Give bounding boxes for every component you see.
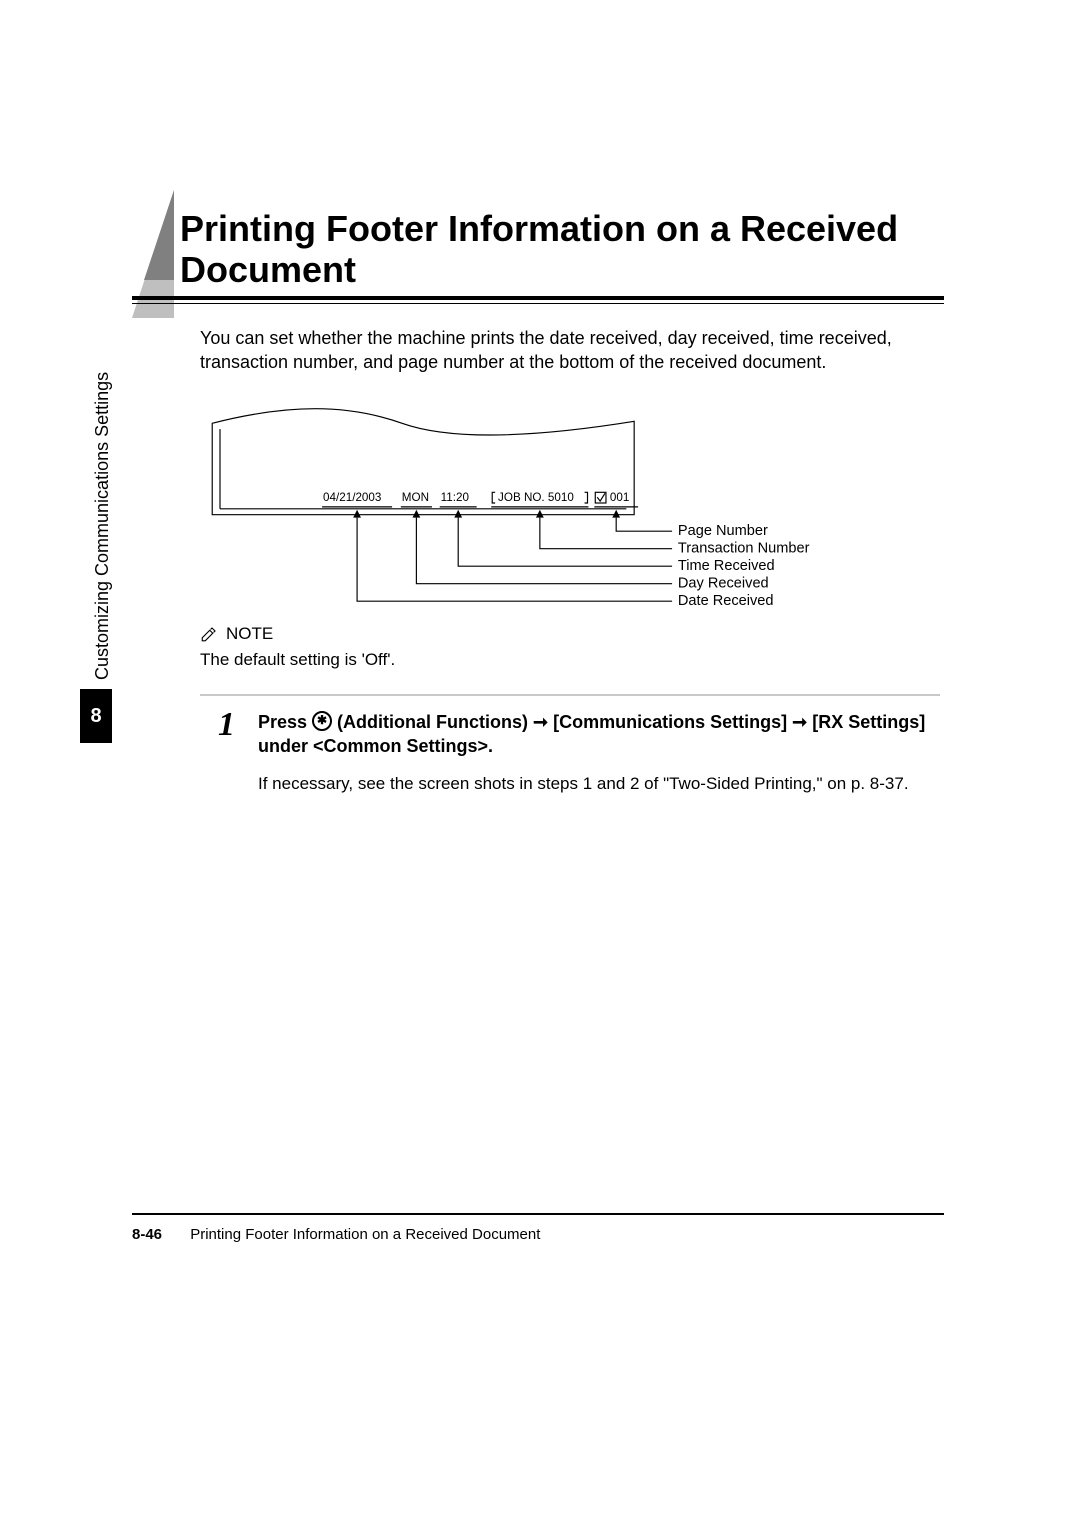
arrow-icon: ➞ [792,712,807,732]
svg-text:Time Received: Time Received [678,558,775,574]
svg-text:04/21/2003: 04/21/2003 [323,491,381,504]
running-title: Printing Footer Information on a Receive… [190,1226,540,1243]
note-body: The default setting is 'Off'. [200,650,940,670]
svg-text:Day Received: Day Received [678,576,769,592]
additional-functions-key-icon [312,711,332,731]
step-title-part: (Additional Functions) [332,712,533,732]
note-heading: NOTE [200,624,940,644]
heading-rule-thick [132,296,944,300]
footer-diagram: 04/21/2003 MON 11:20 JOB NO. 5010 001 Page Nu… [200,398,940,608]
manual-page: Printing Footer Information on a Receive… [0,0,1080,1528]
step-body: If necessary, see the screen shots in st… [258,773,940,796]
svg-text:JOB NO. 5010: JOB NO. 5010 [498,491,574,504]
svg-text:MON: MON [402,491,429,504]
page-footer: 8-46 Printing Footer Information on a Re… [132,1226,944,1243]
svg-text:11:20: 11:20 [441,491,470,504]
svg-text:001: 001 [610,491,629,504]
pencil-icon [200,625,218,643]
svg-text:Page Number: Page Number [678,523,768,539]
heading-rule-thin [132,303,944,304]
svg-text:Date Received: Date Received [678,593,774,608]
arrow-icon: ➞ [533,712,548,732]
chapter-label-text: Customizing Communications Settings [92,372,113,680]
step-number: 1 [218,706,235,744]
heading-bullet-inner [144,190,174,280]
chapter-number: 8 [90,705,101,728]
section-title: Printing Footer Information on a Receive… [180,208,940,291]
note-label: NOTE [226,624,273,644]
chapter-tab: 8 [80,689,112,743]
step-1: 1 Press (Additional Functions) ➞ [Commun… [218,710,940,796]
step-title-part: Press [258,712,312,732]
note-block: NOTE The default setting is 'Off'. [200,624,940,670]
intro-paragraph: You can set whether the machine prints t… [200,326,940,375]
chapter-vertical-label: Customizing Communications Settings [92,680,400,701]
step-title-part: [Communications Settings] [548,712,792,732]
svg-text:Transaction Number: Transaction Number [678,541,810,557]
page-number: 8-46 [132,1226,162,1243]
step-title: Press (Additional Functions) ➞ [Communic… [258,710,940,759]
footer-rule [132,1213,944,1215]
